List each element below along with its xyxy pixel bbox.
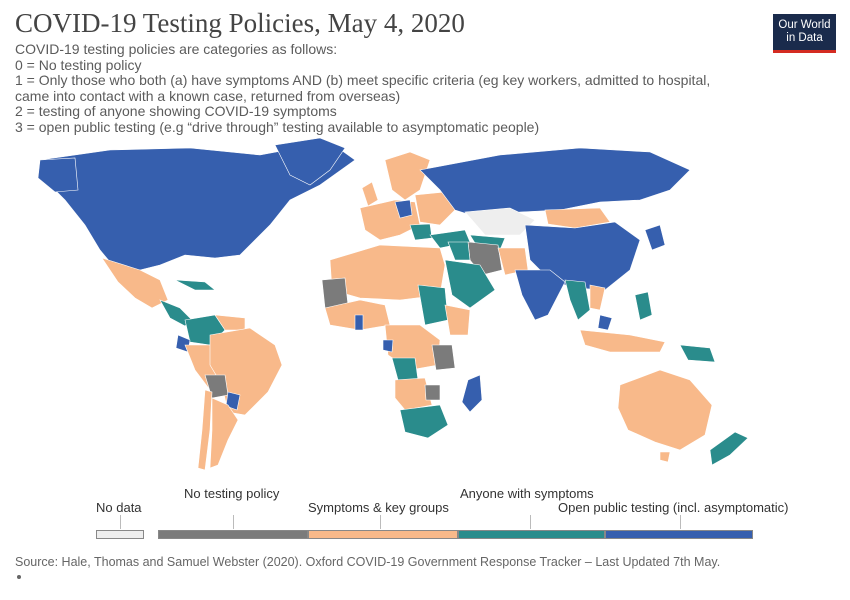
region-russia[interactable]	[419, 147, 691, 219]
world-map[interactable]	[0, 130, 850, 475]
region-horn[interactable]	[444, 304, 471, 336]
region-madagascar[interactable]	[461, 374, 483, 413]
subtitle-line: came into contact with a known case, ret…	[15, 87, 401, 104]
region-mexico[interactable]	[101, 257, 169, 309]
legend-tick	[530, 515, 531, 529]
logo-line: in Data	[786, 32, 823, 44]
region-zambia[interactable]	[424, 384, 441, 401]
legend-label-no-data: No data	[96, 500, 142, 515]
region-arabia[interactable]	[444, 259, 496, 309]
legend-tick	[120, 515, 121, 529]
legend-swatch-open-public[interactable]	[605, 530, 753, 539]
legend-swatch-no-data[interactable]	[96, 530, 144, 539]
subtitle-line: 0 = No testing policy	[15, 56, 142, 73]
legend-swatch-no-testing[interactable]	[158, 530, 308, 539]
region-sudan[interactable]	[417, 284, 449, 326]
region-uk[interactable]	[361, 181, 379, 207]
region-scandinavia[interactable]	[384, 151, 431, 201]
legend-label-open-public: Open public testing (incl. asymptomatic)	[558, 500, 789, 515]
region-gabon[interactable]	[382, 339, 394, 353]
legend-swatch-anyone-symptoms[interactable]	[458, 530, 605, 539]
region-paraguay[interactable]	[225, 391, 241, 411]
region-balkans[interactable]	[409, 223, 433, 241]
subtitle-line: 2 = testing of anyone showing COVID-19 s…	[15, 103, 337, 119]
region-greenland[interactable]	[274, 137, 346, 186]
region-tasmania[interactable]	[659, 451, 671, 463]
bullet-dot	[17, 575, 21, 579]
source-note: Source: Hale, Thomas and Samuel Webster …	[15, 555, 721, 569]
legend-swatch-symptoms-key-groups[interactable]	[308, 530, 458, 539]
region-india[interactable]	[514, 269, 566, 321]
region-alaska[interactable]	[37, 157, 79, 193]
region-eastern-europe[interactable]	[414, 191, 456, 226]
region-new-zealand[interactable]	[709, 431, 749, 466]
legend-label-no-testing: No testing policy	[184, 486, 280, 501]
legend-label-anyone-symptoms: Anyone with symptoms	[460, 486, 594, 501]
owid-logo[interactable]: Our World in Data	[773, 14, 836, 53]
region-philippines[interactable]	[634, 291, 653, 321]
region-vietnam[interactable]	[589, 284, 606, 311]
region-south-africa[interactable]	[399, 404, 449, 439]
region-australia[interactable]	[617, 369, 713, 451]
region-png[interactable]	[679, 344, 716, 363]
region-ghana[interactable]	[354, 314, 364, 331]
region-myanmar-thailand[interactable]	[564, 279, 591, 321]
region-caribbean[interactable]	[174, 279, 216, 291]
region-congo[interactable]	[391, 357, 419, 381]
region-malaysia[interactable]	[597, 314, 613, 331]
region-iraq-syria[interactable]	[447, 241, 471, 261]
subtitle-line: COVID-19 testing policies are categories…	[15, 41, 338, 57]
legend-tick	[380, 515, 381, 529]
subtitle-line: 1 = Only those who both (a) have symptom…	[15, 72, 711, 88]
legend-label-symptoms-key-groups: Symptoms & key groups	[308, 500, 449, 515]
region-chile[interactable]	[197, 389, 213, 471]
region-mongolia[interactable]	[544, 207, 611, 229]
chart-title: COVID-19 Testing Policies, May 4, 2020	[15, 8, 465, 38]
logo-line: Our World	[778, 19, 831, 31]
legend-tick	[233, 515, 234, 529]
chart-subtitle: COVID-19 testing policies are categories…	[15, 41, 755, 135]
region-korea-japan[interactable]	[644, 224, 666, 251]
subtitle-line: 3 = open public testing (e.g “drive thro…	[15, 118, 540, 135]
legend: No data No testing policy Symptoms & key…	[0, 480, 850, 550]
region-tanzania[interactable]	[431, 344, 456, 371]
region-argentina[interactable]	[209, 397, 239, 469]
legend-tick	[680, 515, 681, 529]
region-central-europe[interactable]	[394, 199, 413, 219]
region-indonesia[interactable]	[579, 329, 666, 353]
